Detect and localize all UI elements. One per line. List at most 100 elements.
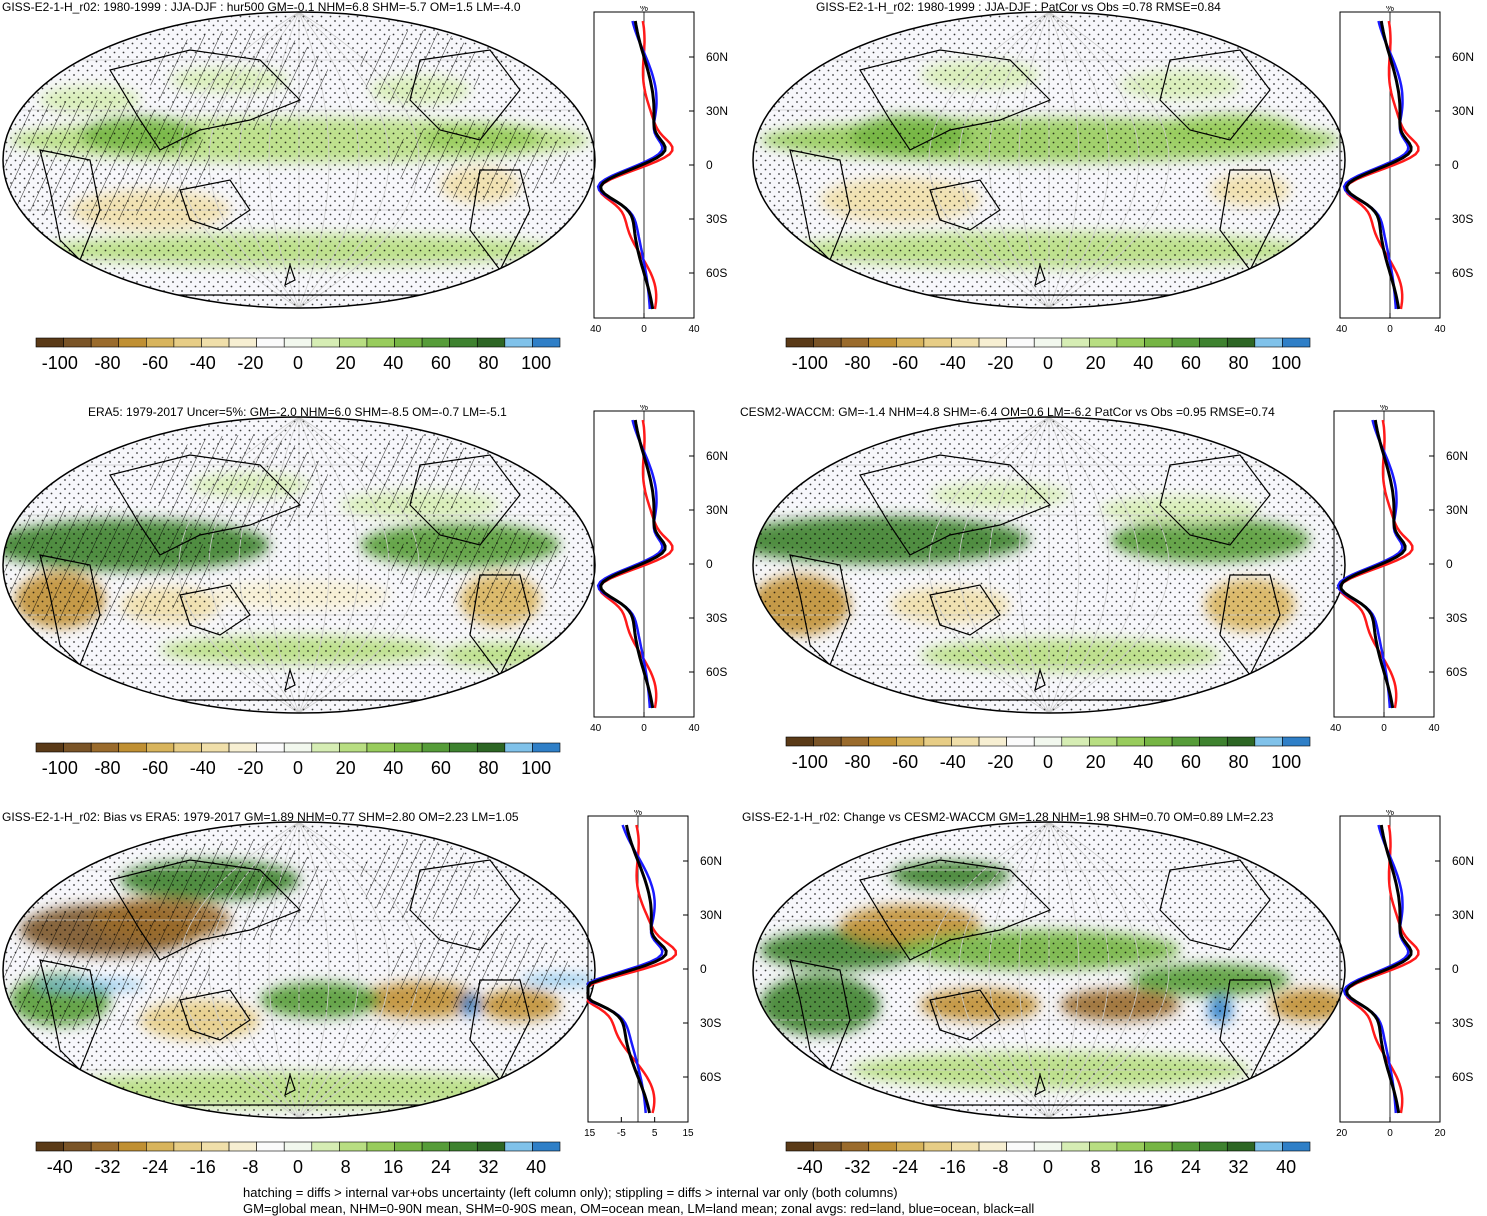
colorbar-swatch [256,337,285,348]
colorbar-label: -32 [844,1157,870,1177]
colorbar: -100 -80 -60 -40 -20 0 20 40 60 80 100 [785,736,1311,772]
lat-label: 30N [706,503,728,517]
colorbar-label: 40 [383,353,403,373]
colorbar: -100 -80 -60 -40 -20 0 20 40 60 80 100 [785,337,1311,373]
colorbar-swatch [896,1141,925,1152]
colorbar-label: 100 [1271,752,1301,772]
lat-label: 60N [1452,854,1474,868]
lat-label: 30S [1446,611,1467,625]
colorbar-swatch [1226,1141,1256,1152]
panel-title: ERA5: 1979-2017 Uncer=5%: GM=-2.0 NHM=6.… [88,405,507,419]
zonal-series-ocean [596,419,664,709]
zonal-series-all [1345,824,1413,1114]
x-tick-label: 40 [688,324,700,335]
colorbar-swatch [896,736,925,747]
colorbar-label: -20 [237,353,263,373]
colorbar-swatch [366,1141,395,1152]
colorbar-swatch [173,742,202,753]
colorbar-label: 80 [1229,353,1249,373]
lat-label: 60N [1452,50,1474,64]
colorbar-swatch [951,337,980,348]
zonal-unit: % [1386,810,1394,817]
colorbar-label: 100 [1271,353,1301,373]
colorbar-swatch [35,742,64,753]
colorbar-swatch [1006,337,1035,348]
colorbar-swatch [339,742,368,753]
lat-label: 0 [700,962,707,976]
panel-3: ERA5: 1979-2017 Uncer=5%: GM=-2.0 NHM=6.… [0,405,746,805]
colorbar-swatch [951,1141,980,1152]
colorbar-swatch [118,1141,147,1152]
colorbar-swatch [1171,1141,1200,1152]
colorbar-swatch [532,742,561,753]
colorbar-swatch [1254,1141,1283,1152]
panel-title: GISS-E2-1-H_r02: Change vs CESM2-WACCM G… [742,810,1274,824]
colorbar-swatch [146,1141,175,1152]
colorbar-swatch [813,337,842,348]
panel-6: GISS-E2-1-H_r02: Change vs CESM2-WACCM G… [742,810,1487,1180]
colorbar-swatch [978,337,1007,348]
x-tick-label: 20 [1434,1128,1446,1139]
colorbar-label: -8 [992,1157,1008,1177]
colorbar-swatch [868,736,897,747]
colorbar-swatch [1089,337,1118,348]
colorbar-swatch [1089,1141,1118,1152]
colorbar-swatch [504,742,533,753]
colorbar-swatch [421,337,450,348]
colorbar-swatch [311,1141,340,1152]
lat-label: 30S [1452,212,1473,226]
lat-label: 30N [1446,503,1468,517]
zonal-unit: % [634,810,642,817]
colorbar-label: -40 [190,758,216,778]
x-tick-label: 40 [1434,324,1446,335]
colorbar-label: 80 [479,353,499,373]
colorbar-label: -8 [242,1157,258,1177]
x-tick-label: 5 [652,1128,658,1139]
colorbar-label: -20 [987,353,1013,373]
colorbar-swatch [63,1141,92,1152]
panel-2: GISS-E2-1-H_r02: 1980-1999 : JJA-DJF : P… [746,0,1487,400]
colorbar-label: -40 [797,1157,823,1177]
colorbar-swatch [90,337,120,348]
colorbar-swatch [256,1141,285,1152]
zonal-mean-plot: % 60N 30N 0 30S 60S -40 0 40 [1336,6,1474,335]
colorbar-label: -20 [987,752,1013,772]
lat-label: 0 [1452,962,1459,976]
lat-label: 60N [1446,449,1468,463]
lat-label: 30N [1452,104,1474,118]
footer-note-hatching: hatching = diffs > internal var+obs unce… [243,1185,898,1200]
colorbar-swatch [923,337,952,348]
colorbar-label: 32 [1229,1157,1249,1177]
colorbar-label: -16 [190,1157,216,1177]
colorbar-label: -80 [94,353,120,373]
colorbar-swatch [311,742,340,753]
colorbar-swatch [504,1141,533,1152]
colorbar: -40 -32 -24 -16 -8 0 8 16 24 32 40 [785,1141,1311,1177]
colorbar-swatch [256,742,285,753]
zonal-unit: % [1386,6,1394,13]
colorbar-label: 24 [1181,1157,1201,1177]
colorbar-swatch [228,742,257,753]
panel-5: GISS-E2-1-H_r02: Bias vs ERA5: 1979-2017… [0,810,746,1180]
colorbar-swatch [1061,1141,1090,1152]
colorbar-label: 20 [336,353,356,373]
colorbar-swatch [1144,337,1173,348]
lat-label: 60N [706,449,728,463]
colorbar-label: 8 [1091,1157,1101,1177]
colorbar-swatch [90,1141,120,1152]
colorbar-swatch [1171,736,1200,747]
colorbar-label: -32 [94,1157,120,1177]
colorbar-label: 100 [521,353,551,373]
x-tick-label: -5 [617,1128,626,1139]
footer-note-legend: GM=global mean, NHM=0-90N mean, SHM=0-90… [243,1201,1035,1216]
colorbar-swatch [1282,337,1311,348]
colorbar-swatch [840,1141,870,1152]
colorbar-label: -60 [892,353,918,373]
zonal-series-all [599,419,667,709]
zonal-series-all [599,20,667,310]
colorbar-swatch [366,337,395,348]
colorbar-swatch [1116,1141,1145,1152]
colorbar-swatch [1199,736,1228,747]
colorbar-label: -40 [940,752,966,772]
colorbar-label: 0 [293,353,303,373]
